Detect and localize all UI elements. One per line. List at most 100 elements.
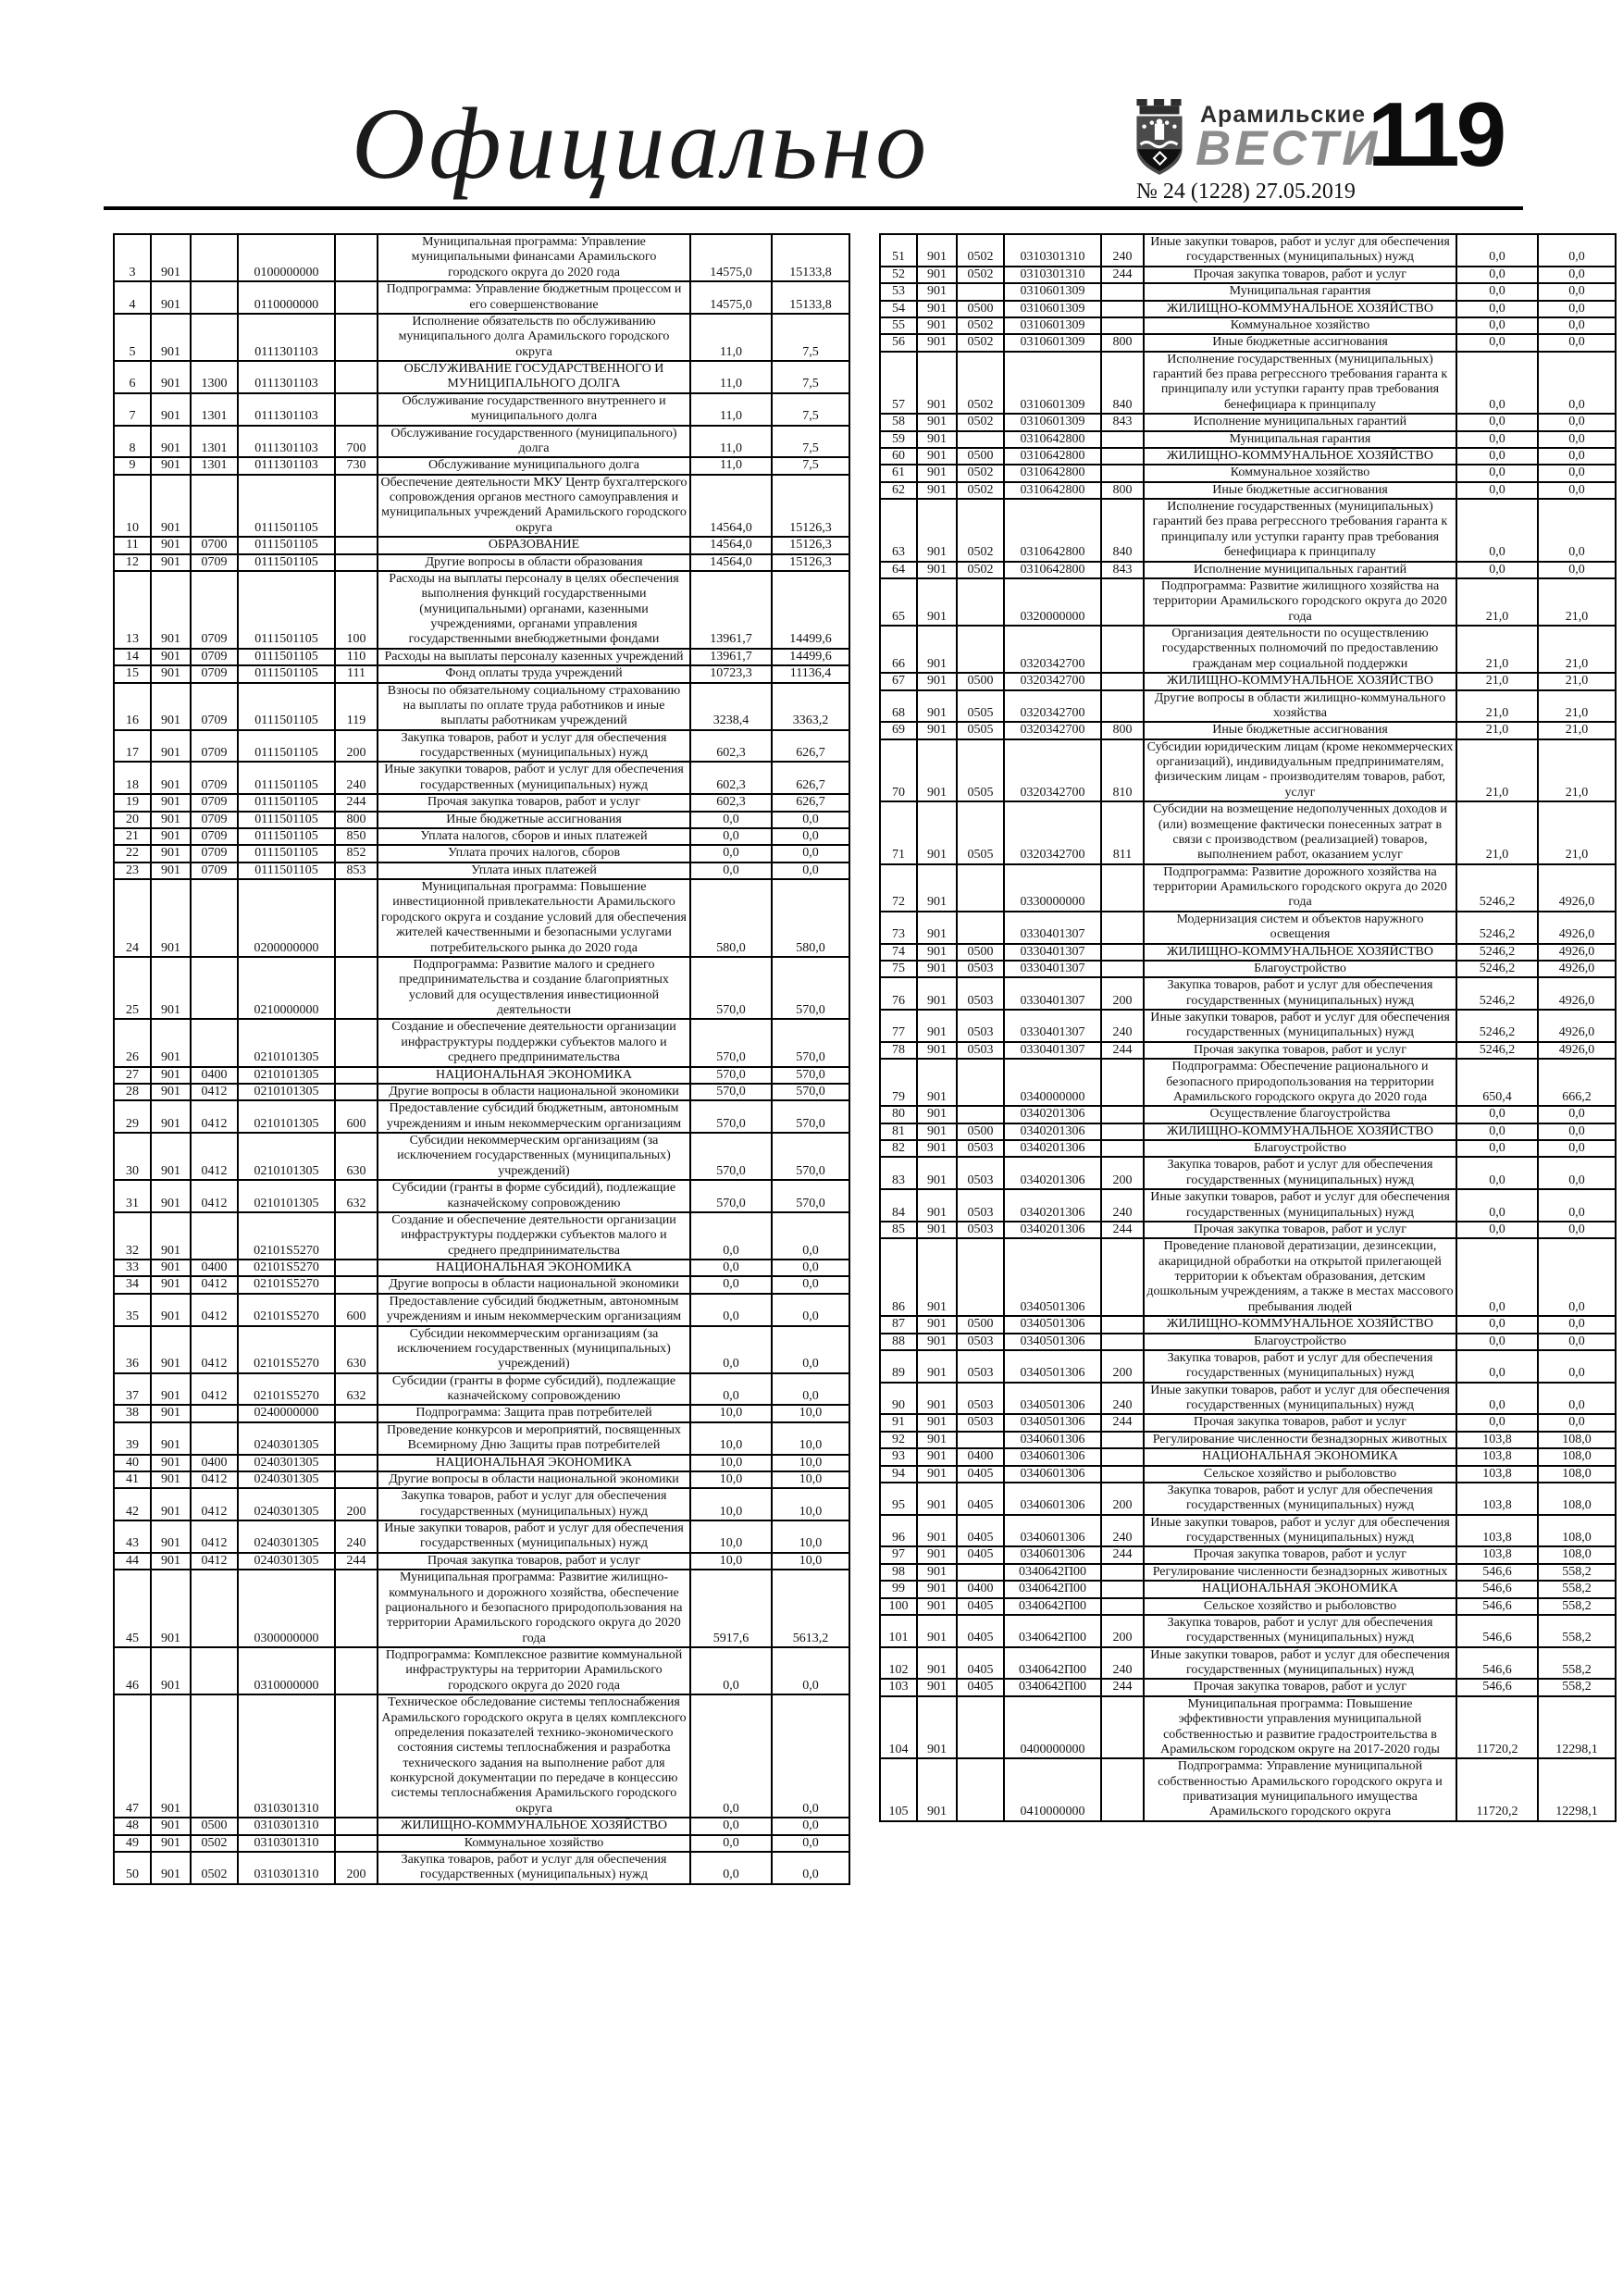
table-row: 6 901 1300 0111301103 ОБСЛУЖИВАНИЕ ГОСУДАРСТ… [113, 360, 850, 394]
amount-year2-cell: 7,5 [771, 312, 850, 363]
section-code-cell: 0412 [190, 1520, 239, 1554]
section-code-cell: 0709 [190, 810, 239, 829]
amount-year1-cell: 546,6 [1456, 1613, 1539, 1648]
target-article-code-cell: 0320342700 [1003, 721, 1102, 740]
target-article-code-cell: 0340642П00 [1003, 1613, 1102, 1648]
expense-type-code-cell [1100, 446, 1145, 466]
amount-year2-cell: 0,0 [1537, 233, 1617, 267]
amount-year2-cell: 15126,3 [771, 473, 850, 539]
section-code-cell: 0400 [956, 1447, 1005, 1467]
target-article-code-cell: 0340501306 [1003, 1315, 1102, 1334]
target-article-code-cell: 0111501105 [237, 844, 336, 863]
section-code-cell: 0709 [190, 728, 239, 763]
amount-year2-cell: 558,2 [1537, 1613, 1617, 1648]
row-number-cell: 58 [879, 413, 918, 432]
section-code-cell: 0502 [956, 265, 1005, 285]
target-article-code-cell: 0340601306 [1003, 1545, 1102, 1565]
row-number-cell: 38 [113, 1404, 152, 1423]
table-row: 30 901 0412 0210101305 630 Субсидии некоммерч… [113, 1131, 850, 1182]
grbs-code-cell: 901 [150, 280, 192, 315]
section-code-cell: 0405 [956, 1596, 1005, 1616]
section-code-cell: 0412 [190, 1292, 239, 1327]
amount-year1-cell: 11,0 [689, 391, 773, 427]
expenditure-name-cell: Проведение плановой дератизации, дезинсе… [1143, 1237, 1457, 1318]
table-row: 5 901 0111301103 Исполнение обязательств по… [113, 312, 850, 363]
target-article-code-cell: 0200000000 [237, 878, 336, 958]
section-code-cell [956, 624, 1005, 675]
table-row: 94 901 0405 0340601306 Сельское хозяйство и … [879, 1464, 1617, 1483]
table-row: 36 901 0412 02101S5270 630 Субсидии некоммерч… [113, 1324, 850, 1374]
section-code-cell: 0505 [956, 738, 1005, 803]
amount-year1-cell: 10723,3 [689, 664, 773, 684]
grbs-code-cell: 901 [150, 1065, 192, 1085]
expense-type-code-cell [334, 1569, 378, 1648]
target-article-code-cell: 0111501105 [237, 536, 336, 555]
expense-type-code-cell: 810 [1100, 738, 1145, 803]
target-article-code-cell: 02101S5270 [237, 1258, 336, 1278]
expenditure-name-cell: Субсидии некоммерческим организациям (за… [377, 1131, 691, 1182]
target-article-code-cell: 0111301103 [237, 456, 336, 476]
section-code-cell: 0503 [956, 1138, 1005, 1159]
amount-year1-cell: 0,0 [1456, 1220, 1539, 1240]
grbs-code-cell: 901 [916, 1562, 958, 1582]
amount-year1-cell: 10,0 [689, 1520, 773, 1554]
amount-year2-cell: 0,0 [1537, 316, 1617, 336]
grbs-code-cell: 901 [150, 1850, 192, 1885]
expenditure-name-cell: Благоустройство [1143, 1138, 1457, 1159]
target-article-code-cell: 02101S5270 [237, 1371, 336, 1407]
expense-type-code-cell: 800 [1100, 480, 1145, 501]
section-code-cell [956, 1430, 1005, 1450]
amount-year1-cell: 14575,0 [689, 280, 773, 315]
section-code-cell: 0502 [956, 413, 1005, 432]
grbs-code-cell: 901 [916, 480, 958, 501]
amount-year1-cell: 13961,7 [689, 647, 773, 667]
expenditure-name-cell: Другие вопросы в области жилищно-коммуна… [1143, 689, 1457, 724]
amount-year2-cell: 0,0 [1537, 429, 1617, 449]
amount-year1-cell: 21,0 [1456, 800, 1539, 865]
section-code-cell: 0405 [956, 1513, 1005, 1548]
grbs-code-cell: 901 [150, 1371, 192, 1407]
amount-year1-cell: 0,0 [689, 1694, 773, 1819]
expenditure-name-cell: Прочая закупка товаров, работ и услуг [1143, 1040, 1457, 1061]
amount-year2-cell: 4926,0 [1537, 863, 1617, 912]
amount-year2-cell: 108,0 [1537, 1447, 1617, 1467]
expense-type-code-cell: 840 [1100, 498, 1145, 563]
section-code-cell: 0505 [956, 721, 1005, 740]
grbs-code-cell: 901 [916, 299, 958, 318]
section-code-cell [956, 429, 1005, 449]
expense-type-code-cell [334, 360, 378, 394]
row-number-cell: 20 [113, 810, 152, 829]
grbs-code-cell: 901 [150, 681, 192, 731]
table-row: 86 901 0340501306 Проведение плановой дерат… [879, 1237, 1617, 1318]
target-article-code-cell: 0100000000 [237, 232, 336, 283]
table-row: 12 901 0709 0111501105 Другие вопросы в обла… [113, 552, 850, 572]
grbs-code-cell: 901 [150, 810, 192, 829]
target-article-code-cell: 0340601306 [1003, 1464, 1102, 1483]
grbs-code-cell: 901 [150, 456, 192, 476]
grbs-code-cell: 901 [916, 464, 958, 483]
table-row: 31 901 0412 0210101305 632 Субсидии (гранты в… [113, 1179, 850, 1213]
expenditure-name-cell: Иные бюджетные ассигнования [1143, 333, 1457, 353]
table-row: 35 901 0412 02101S5270 600 Предоставление суб… [113, 1292, 850, 1327]
expenditure-name-cell: Закупка товаров, работ и услуг для обесп… [1143, 1348, 1457, 1384]
table-row: 38 901 0240000000 Подпрограмма: Защита прав… [113, 1404, 850, 1423]
target-article-code-cell: 0340000000 [1003, 1058, 1102, 1108]
amount-year1-cell: 0,0 [1456, 1381, 1539, 1416]
expenditure-name-cell: Уплата прочих налогов, сборов [377, 844, 691, 863]
expenditure-name-cell: Сельское хозяйство и рыболовство [1143, 1464, 1457, 1483]
expenditure-name-cell: Регулирование численности безнадзорных ж… [1143, 1562, 1457, 1582]
target-article-code-cell: 0310301310 [237, 1694, 336, 1819]
amount-year2-cell: 10,0 [771, 1520, 850, 1554]
expense-type-code-cell: 853 [334, 861, 378, 881]
expense-type-code-cell: 200 [1100, 1156, 1145, 1191]
expense-type-code-cell: 800 [1100, 333, 1145, 353]
target-article-code-cell: 0330401307 [1003, 976, 1102, 1011]
amount-year2-cell: 0,0 [771, 1292, 850, 1327]
grbs-code-cell: 901 [150, 878, 192, 958]
target-article-code-cell: 0320342700 [1003, 738, 1102, 803]
expenditure-name-cell: Муниципальная программа: Управление муни… [377, 232, 691, 283]
row-number-cell: 50 [113, 1850, 152, 1885]
row-number-cell: 49 [113, 1833, 152, 1853]
amount-year1-cell: 10,0 [689, 1470, 773, 1490]
section-code-cell [190, 473, 239, 539]
